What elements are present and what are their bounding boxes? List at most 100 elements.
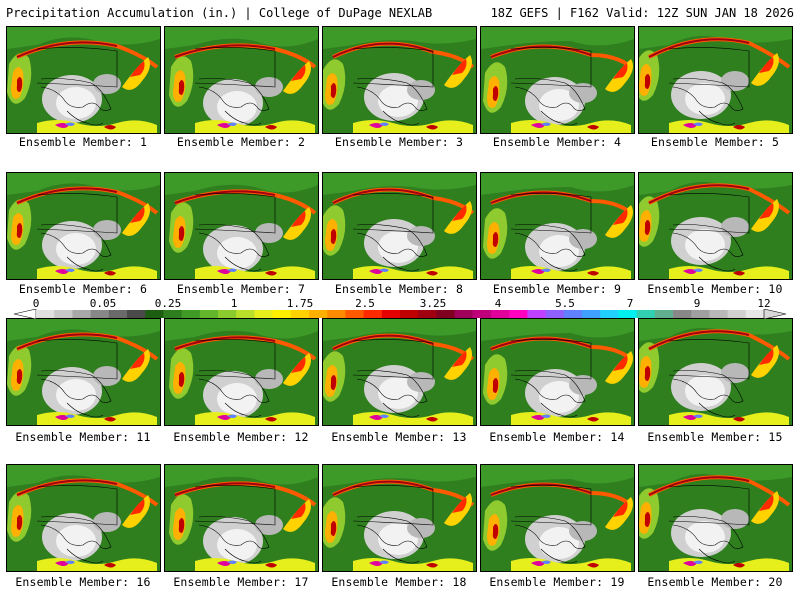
colorbar-tick-label: 5.5 xyxy=(555,297,575,310)
colorbar-swatch xyxy=(218,310,237,318)
colorbar-swatch xyxy=(145,310,164,318)
ensemble-member-map-4 xyxy=(480,26,635,134)
colorbar-swatch xyxy=(127,310,146,318)
colorbar-tick-label: 0.05 xyxy=(89,297,117,310)
model-run-valid-time: 18Z GEFS | F162 Valid: 12Z SUN JAN 18 20… xyxy=(490,6,794,20)
ensemble-member-label: Ensemble Member: 16 xyxy=(15,575,151,589)
ensemble-member-label: Ensemble Member: 5 xyxy=(650,135,780,149)
ensemble-member-label: Ensemble Member: 6 xyxy=(18,282,148,296)
ensemble-member-map-20 xyxy=(638,464,793,572)
colorbar-tick-label: 9 xyxy=(693,297,701,310)
colorbar-swatch xyxy=(527,310,546,318)
precipitation-map xyxy=(165,173,318,279)
colorbar-swatch xyxy=(582,310,601,318)
colorbar-swatch xyxy=(563,310,583,318)
colorbar-swatch xyxy=(654,310,674,318)
precipitation-map xyxy=(481,465,634,571)
precipitation-map xyxy=(165,27,318,133)
ensemble-member-label: Ensemble Member: 17 xyxy=(173,575,309,589)
map-title: Precipitation Accumulation (in.) | Colle… xyxy=(6,6,433,20)
colorbar-tick-label: 3.25 xyxy=(419,297,447,310)
precipitation-map xyxy=(165,319,318,425)
colorbar-swatch xyxy=(90,310,110,318)
colorbar-tick-label: 1.75 xyxy=(286,297,314,310)
colorbar-swatch xyxy=(199,310,219,318)
ensemble-member-map-1 xyxy=(6,26,161,134)
precipitation-colorbar xyxy=(13,309,787,319)
colorbar-tick-label: 1 xyxy=(230,297,238,310)
precipitation-map xyxy=(7,319,160,425)
colorbar-swatch xyxy=(491,310,510,318)
colorbar-swatch xyxy=(272,310,292,318)
precipitation-map xyxy=(481,173,634,279)
ensemble-member-label: Ensemble Member: 10 xyxy=(647,282,783,296)
ensemble-member-label: Ensemble Member: 3 xyxy=(334,135,464,149)
colorbar-swatch xyxy=(236,310,255,318)
precipitation-map xyxy=(7,465,160,571)
colorbar-swatch xyxy=(36,310,55,318)
precipitation-map xyxy=(323,27,476,133)
ensemble-member-label: Ensemble Member: 8 xyxy=(334,282,464,296)
colorbar-swatch xyxy=(381,310,401,318)
precipitation-map xyxy=(323,465,476,571)
precipitation-map xyxy=(481,319,634,425)
precipitation-map xyxy=(7,27,160,133)
ensemble-member-map-18 xyxy=(322,464,477,572)
colorbar-swatch xyxy=(54,310,73,318)
colorbar-min-arrow xyxy=(13,309,37,319)
ensemble-member-map-10 xyxy=(638,172,793,280)
colorbar-tick-label: 0.25 xyxy=(154,297,182,310)
colorbar-swatch xyxy=(600,310,619,318)
colorbar-swatch xyxy=(418,310,437,318)
colorbar-swatch xyxy=(745,310,765,318)
precipitation-map xyxy=(323,319,476,425)
ensemble-member-map-12 xyxy=(164,318,319,426)
ensemble-member-map-6 xyxy=(6,172,161,280)
ensemble-member-map-7 xyxy=(164,172,319,280)
ensemble-member-label: Ensemble Member: 15 xyxy=(647,430,783,444)
ensemble-member-label: Ensemble Member: 18 xyxy=(331,575,467,589)
colorbar-swatch xyxy=(254,310,273,318)
colorbar-tick-labels: 0 0.05 0.25 1 1.75 2.5 3.25 4 5.5 7 9 12 xyxy=(0,297,800,310)
precipitation-map xyxy=(165,465,318,571)
colorbar-swatch xyxy=(545,310,565,318)
ensemble-member-label: Ensemble Member: 7 xyxy=(176,282,306,296)
colorbar-swatch xyxy=(290,310,310,318)
colorbar-tick-label: 2.5 xyxy=(355,297,375,310)
colorbar-swatch xyxy=(400,310,419,318)
ensemble-member-label: Ensemble Member: 1 xyxy=(18,135,148,149)
ensemble-member-label: Ensemble Member: 11 xyxy=(15,430,151,444)
colorbar-swatch xyxy=(436,310,455,318)
ensemble-member-map-11 xyxy=(6,318,161,426)
ensemble-member-map-19 xyxy=(480,464,635,572)
precipitation-map xyxy=(7,173,160,279)
precipitation-map xyxy=(639,319,792,425)
ensemble-member-map-13 xyxy=(322,318,477,426)
colorbar-swatch xyxy=(309,310,328,318)
colorbar-swatch xyxy=(673,310,692,318)
ensemble-member-map-15 xyxy=(638,318,793,426)
ensemble-member-label: Ensemble Member: 2 xyxy=(176,135,306,149)
colorbar-swatch xyxy=(691,310,710,318)
ensemble-member-label: Ensemble Member: 14 xyxy=(489,430,625,444)
colorbar-max-arrow xyxy=(763,309,787,319)
ensemble-member-map-9 xyxy=(480,172,635,280)
colorbar-swatch xyxy=(163,310,182,318)
ensemble-member-label: Ensemble Member: 4 xyxy=(492,135,622,149)
colorbar-tick-label: 4 xyxy=(494,297,502,310)
colorbar-swatch xyxy=(72,310,91,318)
ensemble-member-label: Ensemble Member: 9 xyxy=(492,282,622,296)
colorbar-swatch xyxy=(636,310,656,318)
colorbar-tick-label: 7 xyxy=(626,297,634,310)
colorbar-swatch xyxy=(618,310,637,318)
colorbar-tick-label: 0 xyxy=(32,297,40,310)
colorbar-swatch xyxy=(108,310,128,318)
ensemble-member-label: Ensemble Member: 13 xyxy=(331,430,467,444)
colorbar-tick-label: 12 xyxy=(757,297,771,310)
ensemble-member-label: Ensemble Member: 19 xyxy=(489,575,625,589)
colorbar-swatch xyxy=(327,310,346,318)
colorbar-swatch xyxy=(454,310,474,318)
precipitation-map xyxy=(639,173,792,279)
colorbar-swatch xyxy=(709,310,728,318)
ensemble-member-label: Ensemble Member: 12 xyxy=(173,430,309,444)
